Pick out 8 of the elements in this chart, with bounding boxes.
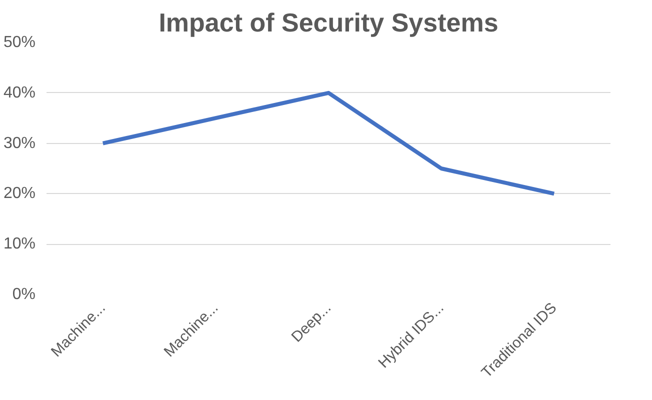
y-tick-label: 0% — [12, 286, 36, 303]
y-tick-label: 10% — [3, 236, 36, 253]
line-series — [100, 90, 556, 196]
chart-title: Impact of Security Systems — [158, 8, 498, 38]
y-tick-label: 40% — [3, 84, 36, 102]
y-tick-label: 50% — [3, 34, 36, 51]
y-tick-label: 20% — [3, 185, 36, 202]
y-tick-label: 30% — [3, 134, 36, 152]
